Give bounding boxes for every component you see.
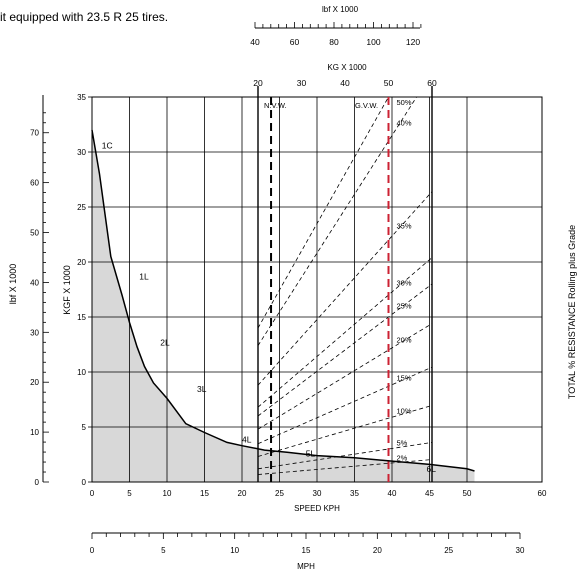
resistance-label: 20% [397,336,412,345]
kph-tick-label: 30 [313,489,322,498]
lbf-tick-label: 10 [30,428,39,437]
lbf-tick-label: 60 [30,179,39,188]
kgf-tick-label: 30 [77,148,86,157]
gear-label: 3L [197,384,207,394]
plot-border [91,96,543,483]
mph-tick-label: 5 [161,546,166,555]
kph-tick-label: 60 [538,489,547,498]
kph-tick-label: 10 [163,489,172,498]
kg-tick-label: 50 [384,78,394,88]
lbf-top-tick-label: 80 [329,37,339,47]
speed-kph-axis: 0 5 10 15 20 25 30 35 40 45 50 60 [90,489,547,498]
resistance-labels: 50% 40% 35% 30% 25% 20% 15% 10% 5% 2% [397,98,412,463]
kg-tick-label: 30 [297,78,307,88]
gear-label: 1C [102,141,113,151]
lbf-tick-label: 30 [30,328,39,337]
speed-kph-title: SPEED KPH [294,504,340,513]
kgf-tick-label: 20 [77,258,86,267]
mph-tick-label: 10 [230,546,239,555]
lbf-top-tick-label: 120 [406,37,420,47]
resistance-label: 15% [397,373,412,382]
lbf-left-axis: 0 10 20 30 40 50 60 70 [30,95,49,487]
kgf-axis-title: KGF X 1000 [62,265,72,315]
kg-top-axis: 20 30 40 50 60 [253,78,437,88]
resistance-line [257,442,433,470]
nvw-label: N.V.W. [264,101,287,110]
resistance-label: 35% [397,221,412,230]
kgf-tick-label: 15 [77,313,86,322]
resistance-line [257,191,433,386]
kg-top-title: KG X 1000 [327,63,367,72]
resistance-line [257,97,389,329]
lbf-tick-label: 40 [30,278,39,287]
lbf-top-title: lbf X 1000 [322,5,359,14]
resistance-line [257,366,433,445]
kgf-tick-label: 25 [77,203,86,212]
resistance-label: 2% [397,454,408,463]
resistance-line [257,323,433,430]
kg-tick-label: 40 [340,78,350,88]
caption-text: it equipped with 23.5 R 25 tires. [0,10,169,24]
resistance-line [257,97,418,346]
resistance-line [257,257,433,408]
lbf-tick-label: 20 [30,378,39,387]
kgf-axis: 0 5 10 15 20 25 30 35 [77,93,92,487]
rimpull-area-fill [92,130,475,482]
kph-tick-label: 0 [90,489,95,498]
gear-label: 1L [139,272,149,282]
resistance-label: 10% [397,407,412,416]
kph-tick-label: 35 [350,489,359,498]
lbf-top-tick-label: 60 [290,37,300,47]
kg-tick-label: 20 [253,78,263,88]
kph-tick-label: 40 [388,489,397,498]
mph-tick-label: 25 [444,546,453,555]
kph-tick-label: 15 [200,489,209,498]
lbf-tick-label: 0 [35,478,40,487]
lbf-top-tick-label: 100 [366,37,380,47]
rimpull-curve [91,129,475,472]
resistance-line [257,405,433,457]
kph-tick-label: 25 [275,489,284,498]
gear-labels: 1C 1L 2L 3L 4L 5L 6L [102,141,436,474]
kph-tick-label: 50 [463,489,472,498]
mph-axis: 0 5 10 15 20 25 30 [90,532,525,555]
resistance-label: 5% [397,439,408,448]
lbf-tick-label: 50 [30,229,39,238]
gear-label: 5L [306,449,316,459]
gvw-label: G.V.W. [355,101,378,110]
kg-tick-label: 60 [427,78,437,88]
gear-label: 6L [427,464,437,474]
kgf-tick-label: 0 [82,478,87,487]
kph-tick-label: 20 [238,489,247,498]
resistance-label: 30% [397,279,412,288]
resistance-line [257,283,433,417]
total-resistance-title: TOTAL % RESISTANCE Rolling plus Grade [567,225,577,399]
kgf-tick-label: 5 [82,423,87,432]
mph-tick-label: 30 [516,546,525,555]
mph-title: MPH [297,562,315,571]
resistance-label: 50% [397,98,412,107]
resistance-lines [257,97,433,475]
lbf-top-tick-label: 40 [250,37,260,47]
kgf-tick-label: 10 [77,368,86,377]
lbf-top-axis: 40 60 80 100 120 [250,22,422,47]
resistance-label: 25% [397,301,412,310]
gear-label: 4L [242,434,252,444]
mph-tick-label: 20 [373,546,382,555]
resistance-label: 40% [397,118,412,127]
mph-tick-label: 15 [302,546,311,555]
lbf-left-axis-title: lbf X 1000 [8,264,18,305]
resistance-line [257,459,433,475]
lbf-tick-label: 70 [30,129,39,138]
kph-tick-label: 5 [127,489,132,498]
kgf-tick-label: 35 [77,93,86,102]
mph-tick-label: 0 [90,546,95,555]
gear-label: 2L [160,338,170,348]
kph-tick-label: 45 [425,489,434,498]
